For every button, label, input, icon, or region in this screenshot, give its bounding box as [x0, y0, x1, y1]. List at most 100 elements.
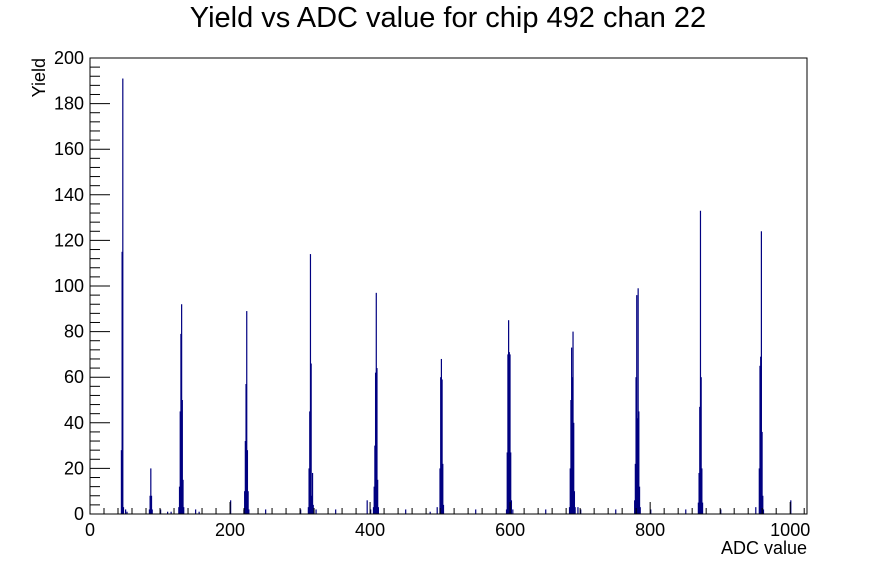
histogram-bar [510, 452, 512, 514]
y-tick-label: 120 [54, 230, 84, 250]
histogram-bar [508, 352, 510, 514]
histogram-bar [311, 472, 314, 514]
histogram-bar [440, 358, 442, 514]
histogram-bar [167, 511, 169, 514]
histogram-bar [180, 333, 182, 514]
histogram-bar [309, 411, 311, 514]
histogram-bar [125, 509, 127, 514]
histogram-bar [312, 504, 314, 514]
histogram-bar [701, 502, 704, 514]
histogram-bar [700, 377, 702, 514]
histogram-bar [126, 511, 128, 514]
histogram-bar [405, 509, 407, 514]
histogram-bar [373, 486, 375, 514]
histogram-bar [512, 509, 514, 514]
histogram-bar [758, 468, 760, 514]
histogram-bar [638, 486, 641, 514]
histogram-bar [569, 468, 571, 514]
y-tick-label: 140 [54, 185, 84, 205]
axes: 0 200 400 600 800 1000 0 20 40 60 80 100 120 140 160 18… [54, 48, 810, 540]
histogram-bar [195, 509, 197, 514]
histogram-bar [245, 384, 247, 514]
x-axis-title: ADC value [721, 538, 807, 558]
histogram-bar [246, 311, 248, 514]
histogram-bar [181, 304, 183, 514]
histogram-bar [372, 507, 375, 514]
histogram-bar [506, 452, 508, 514]
histogram-bar [699, 406, 701, 514]
y-tick-label: 80 [64, 322, 84, 342]
histogram-bar [122, 507, 125, 514]
histogram-bar [120, 450, 123, 514]
histogram-bar [442, 504, 445, 514]
histogram-bar [246, 450, 249, 514]
histogram-bar [121, 251, 123, 515]
histogram-bar [615, 509, 617, 514]
histogram-bar [377, 479, 379, 514]
histogram-bar [574, 507, 576, 514]
histogram-bar [699, 210, 702, 514]
x-tick-label: 0 [85, 520, 95, 540]
histogram-bar [638, 411, 640, 514]
histogram-bar [507, 354, 509, 514]
histogram-bar [178, 486, 181, 514]
histogram-bar [697, 502, 699, 514]
histogram-bar [573, 491, 576, 514]
histogram-bar [634, 500, 636, 514]
histogram-bar [505, 509, 508, 514]
histogram-bar [160, 509, 162, 514]
histogram-bar [244, 441, 246, 514]
histogram-bar [571, 347, 573, 514]
histogram-bar [311, 495, 313, 514]
histogram-bar [181, 400, 183, 514]
histogram-bar [183, 507, 185, 514]
histogram-bar [637, 288, 639, 514]
histogram-bar [374, 445, 376, 514]
y-tick-label: 180 [54, 94, 84, 114]
histogram-bar [650, 509, 652, 514]
chart-title: Yield vs ADC value for chip 492 chan 22 [189, 2, 707, 34]
x-tick-label: 800 [635, 520, 665, 540]
histogram-bar [759, 365, 761, 514]
histogram-bar [720, 509, 722, 514]
histogram-bar [315, 509, 317, 514]
histogram-bar [178, 507, 180, 514]
histogram-bar [568, 507, 571, 514]
histogram-bar [377, 507, 379, 514]
histogram-bar [508, 320, 510, 514]
histogram-bar [580, 509, 582, 514]
y-tick-label: 60 [64, 367, 84, 387]
histogram-bar [310, 363, 312, 514]
histogram-bar [230, 500, 232, 514]
histogram-bar [307, 507, 309, 514]
y-axis-title: Yield [29, 58, 49, 97]
histogram-bar [639, 507, 641, 514]
histogram-bar [442, 463, 444, 514]
y-tick-label: 0 [74, 504, 84, 524]
x-tick-label: 400 [355, 520, 385, 540]
histogram-bar [698, 472, 700, 514]
histogram-bar [170, 511, 172, 514]
histogram-bar [309, 254, 312, 514]
histogram-bar [475, 509, 477, 514]
y-tick-label: 40 [64, 413, 84, 433]
histogram-bar [762, 495, 764, 514]
histogram-bar [635, 377, 637, 514]
histogram-bar [335, 509, 337, 514]
histogram-bar [790, 500, 792, 514]
histogram-bar [182, 479, 184, 514]
histogram-bar [545, 509, 547, 514]
histogram-bar [755, 507, 757, 514]
histogram-bar [762, 509, 765, 514]
histogram-bar [685, 509, 687, 514]
x-tick-label: 200 [215, 520, 245, 540]
histogram-bar [761, 431, 763, 514]
histogram-bar [148, 509, 151, 514]
histogram-bar [577, 507, 579, 514]
histogram-bar [573, 422, 575, 514]
x-tick-label: 600 [495, 520, 525, 540]
histogram-bar [150, 468, 152, 514]
histogram-bar [439, 468, 441, 514]
histogram-bar [198, 511, 200, 514]
